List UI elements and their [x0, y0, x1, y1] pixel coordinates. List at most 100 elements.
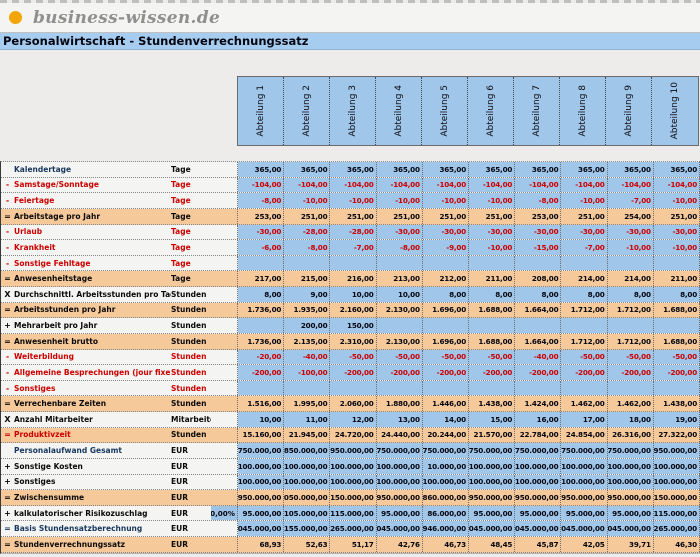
value-cell[interactable]	[607, 380, 654, 396]
value-cell[interactable]	[238, 318, 285, 333]
value-cell[interactable]: 1.736,00	[238, 302, 285, 318]
value-cell[interactable]: 1.696,00	[423, 333, 469, 349]
value-cell[interactable]: 8,00	[422, 287, 469, 302]
value-cell[interactable]: 200,00	[284, 318, 331, 333]
value-cell[interactable]	[561, 318, 608, 333]
value-cell[interactable]: 150,00	[330, 318, 377, 333]
value-cell[interactable]: 8,00	[515, 287, 562, 302]
value-cell[interactable]: -200,00	[422, 365, 469, 380]
value-cell[interactable]: 251,00	[284, 208, 331, 224]
value-cell[interactable]: -104,00	[330, 177, 377, 193]
value-cell[interactable]: 8,00	[561, 287, 608, 302]
value-cell[interactable]	[330, 255, 377, 271]
value-cell[interactable]: 15,00	[469, 412, 516, 427]
value-cell[interactable]: 100.000,00	[330, 474, 377, 490]
value-cell[interactable]: 42,05	[561, 537, 608, 552]
value-cell[interactable]: -10,00	[653, 193, 700, 208]
column-header[interactable]: Abteilung 5	[422, 77, 468, 145]
value-cell[interactable]: 750.000,00	[238, 443, 285, 458]
value-cell[interactable]: 750.000,00	[515, 443, 562, 458]
value-cell[interactable]: 100.000,00	[653, 474, 700, 490]
value-cell[interactable]: -50,00	[469, 349, 516, 365]
value-cell[interactable]	[515, 380, 562, 396]
value-cell[interactable]: -10,00	[469, 193, 516, 208]
value-cell[interactable]: 95.000,00	[376, 505, 423, 521]
value-cell[interactable]: 1.045.000,00	[376, 521, 423, 536]
value-cell[interactable]: 365,00	[561, 162, 608, 177]
value-cell[interactable]: 211,00	[654, 271, 700, 286]
value-cell[interactable]: 216,00	[330, 271, 377, 286]
value-cell[interactable]: 365,00	[376, 162, 423, 177]
value-cell[interactable]: 100.000,00	[284, 474, 331, 490]
value-cell[interactable]: 365,00	[284, 162, 331, 177]
value-cell[interactable]: 8,00	[238, 287, 285, 302]
value-cell[interactable]: 100.000,00	[422, 474, 469, 490]
value-cell[interactable]: 950.000,00	[561, 490, 608, 505]
value-cell[interactable]: 100.000,00	[469, 458, 516, 474]
value-cell[interactable]: 253,00	[515, 208, 562, 224]
value-cell[interactable]: -30,00	[238, 224, 285, 240]
value-cell[interactable]: -7,00	[561, 240, 608, 255]
value-cell[interactable]: 100.000,00	[284, 458, 331, 474]
value-cell[interactable]: 13,00	[376, 412, 423, 427]
value-cell[interactable]: 1.712,00	[608, 302, 654, 318]
value-cell[interactable]: 51,17	[330, 537, 377, 552]
value-cell[interactable]: -10,00	[376, 193, 423, 208]
value-cell[interactable]: 16,00	[515, 412, 562, 427]
value-cell[interactable]	[561, 255, 608, 271]
value-cell[interactable]: 14,00	[422, 412, 469, 427]
value-cell[interactable]: -104,00	[653, 177, 700, 193]
value-cell[interactable]: 1.712,00	[561, 302, 608, 318]
value-cell[interactable]: 45,87	[515, 537, 562, 552]
value-cell[interactable]: -8,00	[284, 240, 331, 255]
value-cell[interactable]: 100.000,00	[607, 458, 654, 474]
value-cell[interactable]: -104,00	[376, 177, 423, 193]
value-cell[interactable]: 100.000,00	[376, 474, 423, 490]
value-cell[interactable]: -10,00	[607, 240, 654, 255]
value-cell[interactable]	[561, 380, 608, 396]
value-cell[interactable]: 15.160,00	[238, 427, 285, 443]
value-cell[interactable]: 1.995,00	[284, 396, 331, 411]
value-cell[interactable]: 1.045.000,00	[561, 521, 608, 536]
value-cell[interactable]: 950.000,00	[515, 490, 562, 505]
value-cell[interactable]: 254,00	[608, 208, 654, 224]
value-cell[interactable]	[515, 318, 562, 333]
value-cell[interactable]: 95.000,00	[561, 505, 608, 521]
column-header[interactable]: Abteilung 4	[376, 77, 422, 145]
value-cell[interactable]: -40,00	[515, 349, 562, 365]
value-cell[interactable]: 1.150.000,00	[654, 490, 700, 505]
value-cell[interactable]	[376, 318, 423, 333]
value-cell[interactable]	[422, 380, 469, 396]
column-header[interactable]: Abteilung 2	[284, 77, 330, 145]
value-cell[interactable]: 1.696,00	[423, 302, 469, 318]
value-cell[interactable]: 750.000,00	[561, 443, 608, 458]
value-cell[interactable]: 251,00	[561, 208, 608, 224]
value-cell[interactable]	[469, 380, 516, 396]
value-cell[interactable]: 10,00	[376, 287, 423, 302]
value-cell[interactable]: -8,00	[376, 240, 423, 255]
value-cell[interactable]: 1.265.000,00	[653, 521, 700, 536]
value-cell[interactable]: 253,00	[238, 208, 285, 224]
value-cell[interactable]: 1.462,00	[561, 396, 608, 411]
value-cell[interactable]: 217,00	[238, 271, 285, 286]
value-cell[interactable]	[469, 255, 516, 271]
value-cell[interactable]: -30,00	[607, 224, 654, 240]
value-cell[interactable]: 39,71	[608, 537, 654, 552]
value-cell[interactable]: 1.664,00	[515, 333, 562, 349]
value-cell[interactable]: 750.000,00	[376, 443, 423, 458]
value-cell[interactable]: 1.688,00	[654, 333, 700, 349]
value-cell[interactable]: 365,00	[515, 162, 562, 177]
value-cell[interactable]: 48,45	[469, 537, 516, 552]
value-cell[interactable]: 2.130,00	[377, 333, 423, 349]
value-cell[interactable]: 21.945,00	[284, 427, 331, 443]
value-cell[interactable]	[515, 255, 562, 271]
column-header[interactable]: Abteilung 3	[330, 77, 376, 145]
column-header[interactable]: Abteilung 8	[560, 77, 606, 145]
value-cell[interactable]: -50,00	[422, 349, 469, 365]
value-cell[interactable]: -50,00	[330, 349, 377, 365]
value-cell[interactable]: 2.160,00	[330, 302, 377, 318]
column-header[interactable]: Abteilung 6	[468, 77, 514, 145]
value-cell[interactable]: 1.150.000,00	[330, 490, 377, 505]
value-cell[interactable]: 1.736,00	[238, 333, 285, 349]
value-cell[interactable]: 115.000,00	[653, 505, 700, 521]
